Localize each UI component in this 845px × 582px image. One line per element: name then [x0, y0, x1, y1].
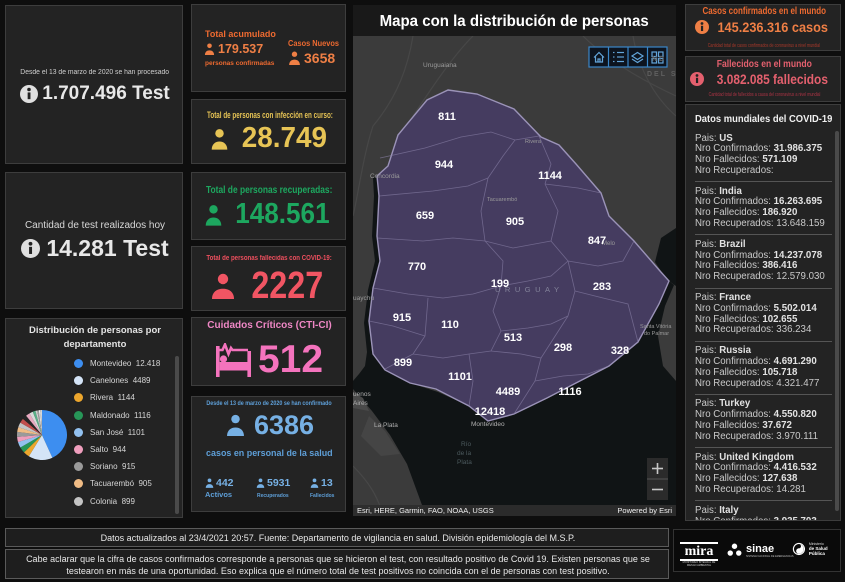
svg-text:915: 915: [393, 312, 411, 324]
svg-text:do Palmar: do Palmar: [644, 331, 669, 337]
svg-text:Aires: Aires: [353, 400, 369, 407]
svg-text:283: 283: [593, 281, 611, 293]
svg-text:Río: Río: [461, 441, 472, 448]
svg-text:DEL SU: DEL SU: [647, 71, 676, 78]
svg-text:944: 944: [435, 159, 454, 171]
svg-text:Rivera: Rivera: [525, 139, 542, 145]
svg-text:659: 659: [416, 210, 434, 222]
svg-text:URUGUAY: URUGUAY: [495, 285, 563, 294]
svg-text:4489: 4489: [496, 386, 520, 398]
svg-text:328: 328: [611, 345, 629, 357]
svg-text:Montevideo: Montevideo: [471, 421, 505, 428]
svg-text:Concordia: Concordia: [370, 173, 400, 180]
svg-text:Esri, HERE, Garmin, FAO, NOAA,: Esri, HERE, Garmin, FAO, NOAA, USGS: [357, 506, 494, 515]
svg-text:uenos: uenos: [353, 391, 371, 398]
svg-text:uaychú: uaychú: [353, 295, 374, 302]
svg-text:1144: 1144: [538, 170, 563, 182]
svg-text:1101: 1101: [448, 371, 472, 383]
svg-text:de la: de la: [457, 450, 471, 457]
svg-text:Melo: Melo: [602, 241, 616, 247]
svg-text:110: 110: [441, 319, 459, 331]
svg-text:770: 770: [408, 261, 426, 273]
svg-text:Uruguaiana: Uruguaiana: [423, 62, 457, 69]
svg-text:Plata: Plata: [457, 459, 472, 466]
svg-text:Santa Vitória: Santa Vitória: [640, 324, 672, 330]
svg-text:Tacuarembó: Tacuarembó: [487, 197, 517, 203]
svg-text:847: 847: [588, 235, 606, 247]
svg-text:1116: 1116: [558, 386, 581, 398]
svg-text:La Plata: La Plata: [374, 422, 398, 429]
svg-text:513: 513: [504, 332, 522, 344]
svg-text:905: 905: [506, 216, 524, 228]
svg-text:Powered by Esri: Powered by Esri: [617, 506, 672, 515]
svg-text:12418: 12418: [475, 406, 506, 418]
svg-text:ND: ND: [652, 56, 666, 63]
svg-text:199: 199: [491, 278, 509, 290]
svg-text:298: 298: [554, 342, 572, 354]
svg-text:899: 899: [394, 357, 412, 369]
svg-text:811: 811: [438, 111, 456, 123]
